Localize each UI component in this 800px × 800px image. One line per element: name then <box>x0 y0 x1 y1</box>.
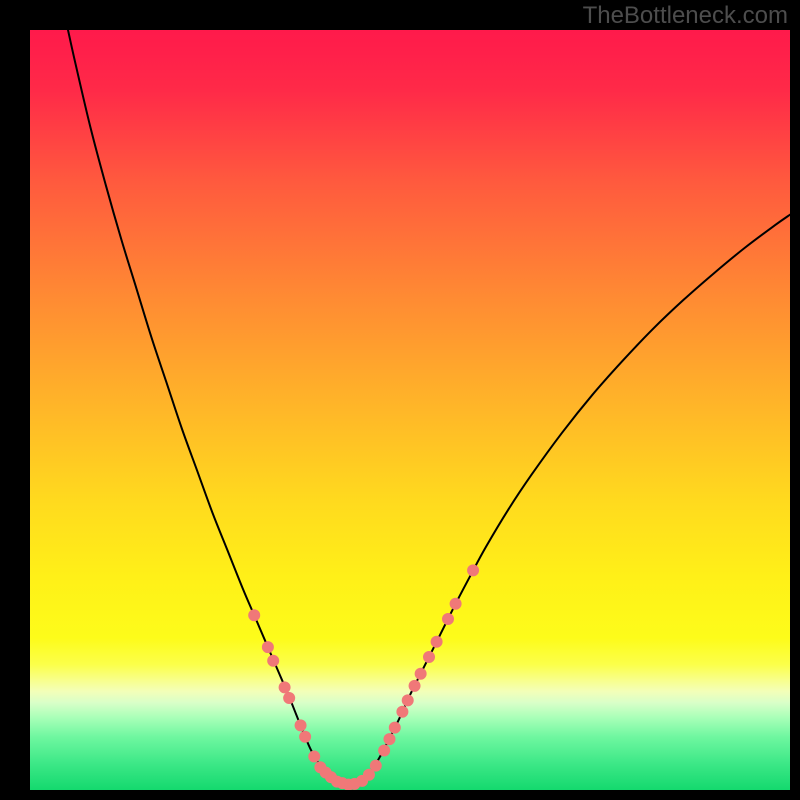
data-marker <box>397 706 408 717</box>
curve-curve_right <box>349 215 790 785</box>
curve-curve_left <box>68 30 349 785</box>
data-marker <box>389 722 400 733</box>
data-marker <box>268 655 279 666</box>
data-marker <box>402 695 413 706</box>
watermark-text: TheBottleneck.com <box>583 2 788 30</box>
data-marker <box>450 598 461 609</box>
data-marker <box>415 668 426 679</box>
data-marker <box>309 751 320 762</box>
data-marker <box>384 734 395 745</box>
data-marker <box>370 760 381 771</box>
curve-overlay <box>30 30 790 790</box>
data-marker <box>431 636 442 647</box>
data-marker <box>443 614 454 625</box>
data-marker <box>284 693 295 704</box>
data-marker <box>300 731 311 742</box>
plot-area <box>30 30 790 790</box>
data-marker <box>409 680 420 691</box>
data-marker <box>424 652 435 663</box>
data-marker <box>295 720 306 731</box>
data-marker <box>262 642 273 653</box>
data-marker <box>279 682 290 693</box>
data-marker <box>379 745 390 756</box>
data-marker <box>468 565 479 576</box>
data-marker <box>249 610 260 621</box>
data-marker <box>363 769 374 780</box>
bottleneck-chart: TheBottleneck.com <box>0 0 800 800</box>
